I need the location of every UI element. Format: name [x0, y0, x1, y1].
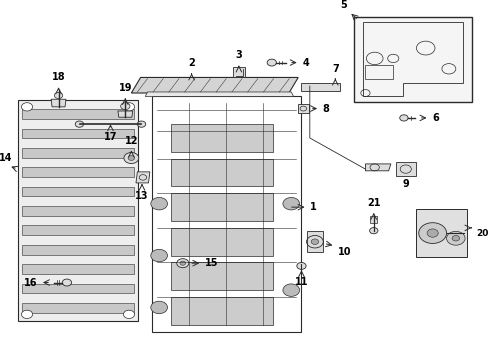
Circle shape — [62, 279, 71, 286]
Bar — [22, 303, 133, 312]
Circle shape — [123, 153, 139, 163]
Text: 1: 1 — [309, 202, 316, 212]
Polygon shape — [118, 111, 132, 117]
Bar — [22, 109, 133, 119]
Bar — [22, 129, 133, 138]
Bar — [170, 124, 272, 152]
Bar — [170, 228, 272, 256]
Circle shape — [446, 231, 464, 245]
Text: 9: 9 — [402, 179, 408, 189]
Circle shape — [180, 261, 185, 265]
Circle shape — [121, 103, 130, 109]
Text: 13: 13 — [135, 191, 148, 201]
Text: 14: 14 — [0, 153, 13, 163]
Text: 6: 6 — [431, 113, 438, 123]
Bar — [22, 225, 133, 235]
Polygon shape — [51, 99, 66, 107]
Polygon shape — [307, 231, 322, 252]
Polygon shape — [131, 77, 298, 93]
Circle shape — [418, 223, 446, 243]
Text: 21: 21 — [366, 198, 380, 208]
Polygon shape — [416, 209, 467, 257]
Circle shape — [150, 197, 167, 210]
Text: 3: 3 — [235, 50, 242, 60]
Text: 11: 11 — [294, 277, 307, 287]
Polygon shape — [145, 92, 293, 96]
Bar — [170, 193, 272, 221]
Circle shape — [150, 249, 167, 262]
Circle shape — [369, 228, 377, 234]
Bar — [170, 297, 272, 325]
Text: 17: 17 — [103, 132, 117, 142]
Text: 5: 5 — [340, 0, 346, 10]
Bar — [22, 264, 133, 274]
Bar — [170, 159, 272, 186]
Bar — [22, 206, 133, 216]
Circle shape — [283, 197, 299, 210]
Circle shape — [399, 115, 407, 121]
Polygon shape — [136, 172, 150, 183]
Text: 4: 4 — [302, 58, 308, 68]
Circle shape — [426, 229, 437, 237]
Circle shape — [123, 103, 134, 111]
Text: 10: 10 — [337, 247, 350, 257]
Bar — [300, 83, 339, 91]
Text: 15: 15 — [204, 258, 218, 268]
Bar — [22, 245, 133, 255]
Text: 7: 7 — [331, 64, 338, 74]
Circle shape — [451, 235, 459, 241]
Circle shape — [296, 262, 305, 269]
Bar — [22, 148, 133, 158]
Bar — [353, 17, 471, 102]
Text: 19: 19 — [118, 83, 132, 93]
Polygon shape — [395, 162, 416, 176]
Circle shape — [150, 301, 167, 314]
Text: 20: 20 — [475, 229, 487, 238]
Bar — [369, 216, 377, 223]
Polygon shape — [365, 164, 390, 171]
Bar — [22, 187, 133, 197]
Bar — [18, 100, 138, 321]
Circle shape — [176, 259, 188, 267]
Bar — [365, 66, 392, 79]
Circle shape — [137, 121, 145, 127]
Polygon shape — [298, 104, 308, 113]
Circle shape — [21, 103, 33, 111]
Circle shape — [21, 310, 33, 319]
Text: 12: 12 — [124, 136, 138, 145]
Bar — [22, 284, 133, 293]
Circle shape — [123, 310, 134, 319]
Circle shape — [310, 239, 318, 244]
Polygon shape — [233, 67, 244, 77]
Circle shape — [283, 284, 299, 296]
Circle shape — [75, 121, 83, 127]
Bar — [170, 262, 272, 290]
Circle shape — [128, 156, 134, 161]
Circle shape — [54, 92, 62, 99]
Text: 16: 16 — [24, 278, 37, 288]
Text: 8: 8 — [322, 104, 329, 113]
Text: 2: 2 — [188, 58, 195, 68]
Text: 18: 18 — [52, 72, 65, 82]
Circle shape — [266, 59, 276, 66]
Bar — [22, 167, 133, 177]
